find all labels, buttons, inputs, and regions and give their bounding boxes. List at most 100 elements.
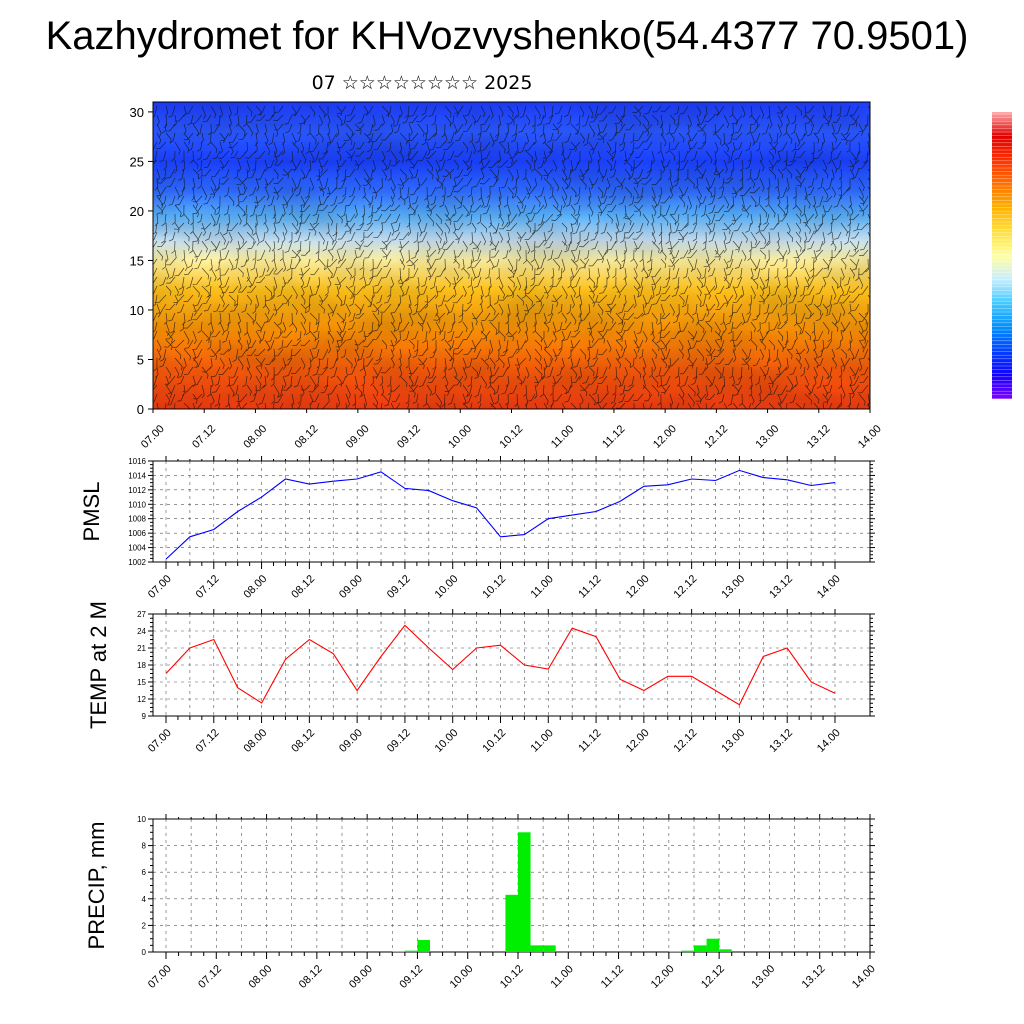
xtick-label: 07.00 [146,573,174,601]
profile-xtick-label: 13.12 [805,423,833,451]
xtick-label: 10.12 [480,573,508,601]
ytick-label: 2 [142,921,147,930]
xtick-label: 11.00 [528,573,555,600]
ytick-label: 24 [137,627,146,636]
ytick-label: 27 [137,610,146,619]
xtick-label: 08.12 [289,573,317,601]
profile-ytick-label: 10 [130,303,144,318]
xtick-label: 09.00 [337,727,365,755]
profile-xtick-label: 10.12 [497,423,525,451]
panel-frame [152,460,871,563]
xtick-label: 13.00 [719,573,747,601]
ytick-label: 0 [142,948,147,957]
profile-ytick-label: 15 [130,253,144,268]
y-axis-title: TEMP at 2 M [86,601,111,729]
profile-xtick-label: 09.00 [344,423,372,451]
xtick-label: 14.00 [850,963,878,991]
xtick-label: 10.00 [433,573,461,601]
grid [153,460,870,563]
xtick-label: 11.12 [599,963,626,990]
xtick-label: 08.12 [297,963,325,991]
xtick-label: 13.12 [800,963,828,991]
xtick-label: 10.00 [448,963,476,991]
precip-bar [543,945,556,952]
profile-ytick-label: 20 [130,204,144,219]
temp-line [165,624,836,706]
xtick-label: 11.12 [576,727,603,754]
ytick-label: 15 [137,678,146,687]
xtick-label: 10.12 [480,727,508,755]
precip-bar [518,832,531,952]
xtick-label: 09.12 [385,573,413,601]
ytick-label: 4 [142,895,147,904]
xtick-label: 12.00 [624,573,652,601]
profile-xtick-label: 08.00 [241,423,269,451]
precip-bar [681,950,694,952]
precip-bar [694,945,707,952]
ytick-label: 1010 [128,500,146,509]
profile-xtick-label: 10.00 [446,423,474,451]
y-axis-title: PMSL [79,482,104,542]
ytick-label: 9 [142,712,147,721]
ytick-label: 1014 [128,471,146,480]
precip-panel: 0 2 4 6 8 10 07.00 07.12 08.00 08.12 09.00 09.12 10.… [84,814,878,991]
xtick-label: 13.12 [767,727,795,755]
xtick-label: 07.12 [194,573,222,601]
profile-xtick-label: 08.12 [293,423,321,451]
xtick-label: 12.00 [649,963,677,991]
chart-subtitle: 07 ☆☆☆☆☆☆☆☆ 2025 [311,72,533,94]
xtick-label: 13.00 [719,727,747,755]
profile-xtick-label: 12.00 [651,423,679,451]
xtick-label: 07.12 [196,963,224,991]
xtick-label: 12.12 [699,963,727,991]
xtick-label: 13.00 [749,963,777,991]
precip-bar [417,940,430,952]
xtick-label: 12.00 [624,727,652,755]
grid [153,613,870,717]
xtick-label: 13.12 [767,573,795,601]
precip-bar [530,945,544,952]
pmsl-panel: 1002 1004 1006 1008 1010 1012 1014 1016 07.00 07.… [79,456,875,601]
xtick-label: 09.00 [347,963,375,991]
profile-xtick-label: 14.00 [856,423,884,451]
profile-xtick-label: 11.00 [549,423,576,450]
xtick-label: 14.00 [815,727,843,755]
profile-xtick-label: 12.12 [702,423,730,451]
temp-panel: 9 12 15 18 21 24 27 07.00 07.12 08.00 08.12 09.00 09… [86,601,875,755]
precip-bar [706,938,720,952]
profile-ytick-label: 30 [130,105,144,120]
precip-bar [668,951,682,952]
xtick-label: 08.00 [246,963,274,991]
ytick-label: 1008 [128,515,146,524]
profile-xtick-label: 07.12 [190,423,218,451]
ytick-label: 12 [137,695,146,704]
profile-xtick-label: 11.12 [600,423,627,450]
profile-xtick-label: 13.00 [753,423,781,451]
precip-bar [392,951,405,952]
xtick-label: 11.00 [528,727,555,754]
ytick-label: 1004 [128,544,146,553]
pmsl-line [165,469,836,560]
profile-xtick-label: 07.00 [139,423,167,451]
color-scale-steps [992,113,1012,399]
profile-ytick-label: 5 [137,352,144,367]
ytick-label: 18 [137,661,146,670]
xtick-label: 11.12 [576,573,603,600]
xtick-label: 07.12 [194,727,222,755]
xtick-label: 08.12 [289,727,317,755]
chart-title: Kazhydromet for KHVozvyshenko(54.4377 70… [45,14,969,58]
xtick-label: 08.00 [241,573,269,601]
precip-bar [719,949,732,952]
xtick-label: 11.00 [548,963,575,990]
profile-ytick-label: 25 [130,154,144,169]
xtick-label: 14.00 [815,573,843,601]
y-axis-title: PRECIP, mm [84,822,109,950]
ytick-label: 10 [137,815,146,824]
ytick-label: 1012 [128,486,146,495]
xtick-label: 12.12 [672,727,700,755]
ytick-label: 1006 [128,529,146,538]
ytick-label: 1002 [128,558,146,567]
xtick-label: 09.12 [397,963,425,991]
xtick-label: 07.00 [146,963,174,991]
